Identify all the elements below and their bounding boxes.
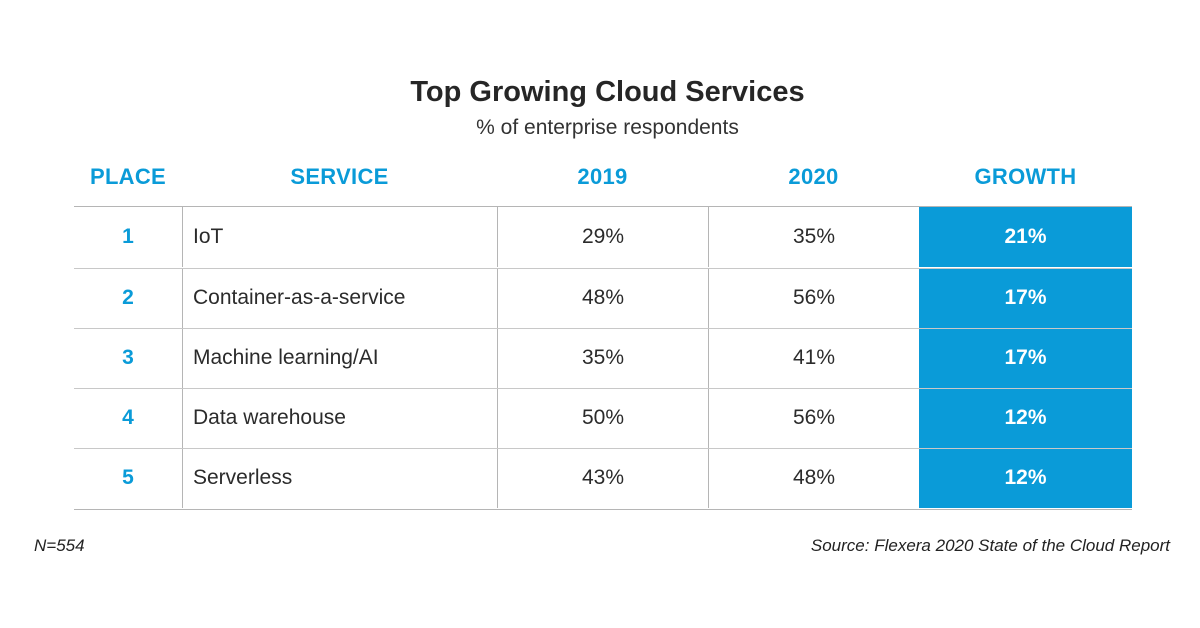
cell-place: 2 — [122, 286, 134, 310]
sample-size-note: N=554 — [34, 536, 85, 555]
table-row: 1 IoT 29% 35% 21% — [74, 207, 1132, 267]
cell-growth: 12% — [919, 448, 1132, 508]
cell-service: Machine learning/AI — [182, 328, 497, 388]
chart-title: Top Growing Cloud Services — [410, 76, 805, 108]
cell-service: Data warehouse — [182, 388, 497, 448]
cell-place: 3 — [122, 346, 134, 370]
cell-growth: 17% — [919, 328, 1132, 388]
cell-growth: 17% — [919, 268, 1132, 328]
cell-2019: 50% — [497, 388, 708, 448]
header-place: PLACE — [89, 164, 167, 189]
cell-service: Container-as-a-service — [182, 268, 497, 328]
cell-2020: 56% — [708, 388, 919, 448]
header-2020: 2020 — [788, 164, 839, 189]
cell-2020: 35% — [708, 207, 919, 267]
chart-subtitle: % of enterprise respondents — [476, 116, 739, 139]
cell-growth: 12% — [919, 388, 1132, 448]
cell-2020: 41% — [708, 328, 919, 388]
cell-2020: 56% — [708, 268, 919, 328]
table-row: 2 Container-as-a-service 48% 56% 17% — [74, 267, 1132, 328]
cell-service: Serverless — [182, 448, 497, 508]
cell-growth: 21% — [919, 207, 1132, 267]
cell-service: IoT — [182, 207, 497, 267]
cell-2019: 35% — [497, 328, 708, 388]
cell-place: 4 — [122, 406, 134, 430]
source-note: Source: Flexera 2020 State of the Cloud … — [810, 536, 1170, 555]
table-row: 4 Data warehouse 50% 56% 12% — [74, 387, 1132, 448]
header-service: SERVICE — [290, 164, 389, 189]
cell-2020: 48% — [708, 448, 919, 508]
cell-2019: 43% — [497, 448, 708, 508]
table-header: PLACE SERVICE 2019 2020 GROWTH — [0, 161, 1200, 193]
cell-place: 5 — [122, 466, 134, 490]
cell-2019: 48% — [497, 268, 708, 328]
cell-2019: 29% — [497, 207, 708, 267]
table-row: 3 Machine learning/AI 35% 41% 17% — [74, 327, 1132, 388]
header-2019: 2019 — [577, 164, 628, 189]
cell-place: 1 — [122, 225, 134, 248]
header-growth: GROWTH — [974, 164, 1077, 189]
table-row: 5 Serverless 43% 48% 12% — [74, 447, 1132, 508]
data-table: 1 IoT 29% 35% 21% 2 Container-as-a-service 48% 5… — [74, 206, 1132, 510]
